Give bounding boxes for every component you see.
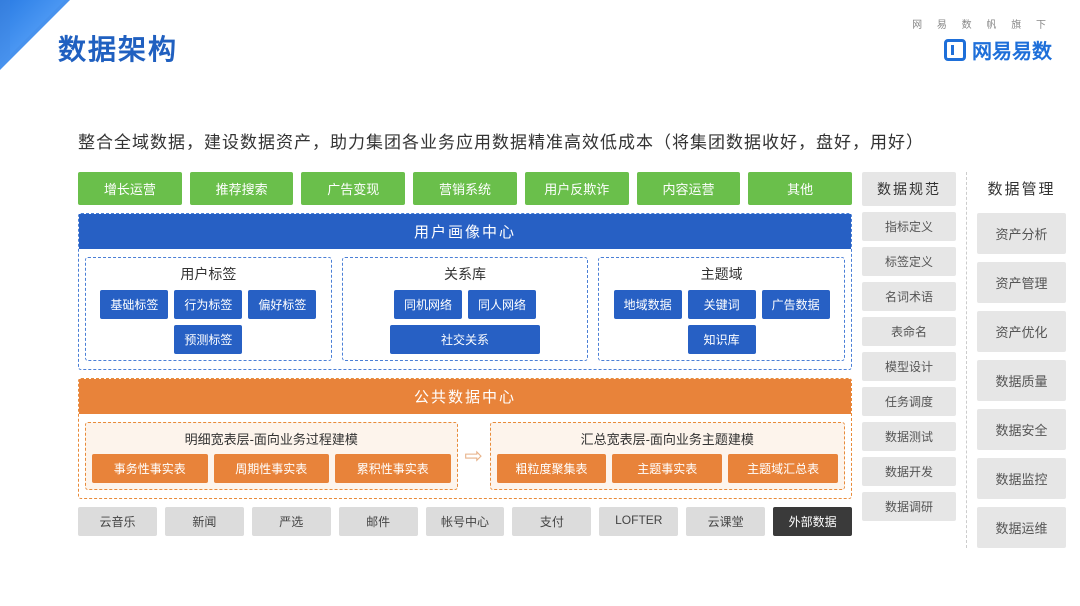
data-spec-items: 指标定义标签定义名词术语表命名模型设计任务调度数据测试数据开发数据调研 — [862, 212, 956, 548]
profile-item: 知识库 — [688, 325, 756, 354]
application-box: 广告变现 — [301, 172, 405, 205]
brand-tagline: 网 易 数 帆 旗 下 — [912, 16, 1052, 31]
data-spec-header: 数据规范 — [862, 172, 956, 206]
profile-group-items: 地域数据关键词广告数据知识库 — [605, 290, 838, 354]
data-spec-item: 任务调度 — [862, 387, 956, 416]
data-source-box: 新闻 — [165, 507, 244, 536]
data-spec-item: 名词术语 — [862, 282, 956, 311]
application-layer-row: 增长运营推荐搜索广告变现营销系统用户反欺诈内容运营其他 — [78, 172, 852, 205]
data-mgmt-item: 数据安全 — [977, 409, 1066, 450]
profile-group-title: 用户标签 — [92, 264, 325, 284]
data-mgmt-item: 数据监控 — [977, 458, 1066, 499]
profile-group: 用户标签基础标签行为标签偏好标签预测标签 — [85, 257, 332, 361]
application-box: 增长运营 — [78, 172, 182, 205]
data-spec-column: 数据规范 指标定义标签定义名词术语表命名模型设计任务调度数据测试数据开发数据调研 — [862, 172, 956, 548]
application-box: 其他 — [748, 172, 852, 205]
data-layer-item: 周期性事实表 — [214, 454, 330, 483]
data-layer-item: 主题域汇总表 — [728, 454, 838, 483]
data-source-box: 支付 — [512, 507, 591, 536]
architecture-diagram: 增长运营推荐搜索广告变现营销系统用户反欺诈内容运营其他 用户画像中心 用户标签基… — [78, 172, 1066, 548]
brand-text: 网易易数 — [972, 35, 1052, 64]
application-box: 推荐搜索 — [190, 172, 294, 205]
profile-item: 预测标签 — [174, 325, 242, 354]
summary-layer-group: 汇总宽表层-面向业务主题建模 粗粒度聚集表主题事实表主题域汇总表 — [490, 422, 845, 490]
detail-layer-title: 明细宽表层-面向业务过程建模 — [92, 429, 451, 448]
data-source-row: 云音乐新闻严选邮件帐号中心支付 LOFTER 云课堂外部数据 — [78, 507, 852, 536]
profile-group: 主题域地域数据关键词广告数据知识库 — [598, 257, 845, 361]
application-box: 营销系统 — [413, 172, 517, 205]
page-subtitle: 整合全域数据，建设数据资产，助力集团各业务应用数据精准高效低成本（将集团数据收好… — [78, 128, 924, 153]
brand-logo-icon — [944, 39, 966, 61]
data-layer-item: 主题事实表 — [612, 454, 722, 483]
profile-item: 关键词 — [688, 290, 756, 319]
profile-group-title: 主题域 — [605, 264, 838, 284]
flow-arrow-icon: ⇨ — [464, 422, 484, 490]
data-mgmt-header: 数据管理 — [977, 172, 1066, 205]
profile-item: 同机网络 — [394, 290, 462, 319]
profile-center-section: 用户画像中心 用户标签基础标签行为标签偏好标签预测标签关系库同机网络同人网络社交… — [78, 213, 852, 370]
detail-layer-group: 明细宽表层-面向业务过程建模 事务性事实表周期性事实表累积性事实表 — [85, 422, 458, 490]
data-source-box: 严选 — [252, 507, 331, 536]
application-box: 用户反欺诈 — [525, 172, 629, 205]
data-source-box: 云音乐 — [78, 507, 157, 536]
data-source-box: 云课堂 — [686, 507, 765, 536]
data-source-box: 外部数据 — [773, 507, 852, 536]
profile-item: 同人网络 — [468, 290, 536, 319]
profile-item: 社交关系 — [390, 325, 540, 354]
summary-layer-items: 粗粒度聚集表主题事实表主题域汇总表 — [497, 454, 838, 483]
data-spec-item: 标签定义 — [862, 247, 956, 276]
profile-group-items: 同机网络同人网络社交关系 — [349, 290, 582, 354]
profile-group: 关系库同机网络同人网络社交关系 — [342, 257, 589, 361]
profile-item: 偏好标签 — [248, 290, 316, 319]
profile-center-header: 用户画像中心 — [79, 214, 851, 249]
corner-accent-2 — [10, 0, 65, 55]
data-mgmt-column: 数据管理 资产分析资产管理资产优化数据质量数据安全数据监控数据运维 — [966, 172, 1066, 548]
brand-area: 网 易 数 帆 旗 下 网易易数 — [912, 16, 1052, 64]
profile-item: 基础标签 — [100, 290, 168, 319]
data-source-box: 邮件 — [339, 507, 418, 536]
public-data-center-section: 公共数据中心 明细宽表层-面向业务过程建模 事务性事实表周期性事实表累积性事实表… — [78, 378, 852, 499]
data-spec-item: 指标定义 — [862, 212, 956, 241]
public-data-center-header: 公共数据中心 — [79, 379, 851, 414]
data-layer-item: 粗粒度聚集表 — [497, 454, 607, 483]
data-mgmt-items: 资产分析资产管理资产优化数据质量数据安全数据监控数据运维 — [977, 213, 1066, 548]
profile-item: 行为标签 — [174, 290, 242, 319]
diagram-main-column: 增长运营推荐搜索广告变现营销系统用户反欺诈内容运营其他 用户画像中心 用户标签基… — [78, 172, 852, 548]
data-mgmt-item: 资产优化 — [977, 311, 1066, 352]
data-layer-item: 累积性事实表 — [335, 454, 451, 483]
data-spec-item: 数据开发 — [862, 457, 956, 486]
data-mgmt-item: 资产分析 — [977, 213, 1066, 254]
page-title: 数据架构 — [58, 28, 178, 68]
data-layer-item: 事务性事实表 — [92, 454, 208, 483]
data-mgmt-item: 数据质量 — [977, 360, 1066, 401]
profile-group-items: 基础标签行为标签偏好标签预测标签 — [92, 290, 325, 354]
summary-layer-title: 汇总宽表层-面向业务主题建模 — [497, 429, 838, 448]
data-spec-item: 表命名 — [862, 317, 956, 346]
data-spec-item: 模型设计 — [862, 352, 956, 381]
public-data-center-groups: 明细宽表层-面向业务过程建模 事务性事实表周期性事实表累积性事实表 ⇨ 汇总宽表… — [85, 422, 845, 490]
profile-center-groups: 用户标签基础标签行为标签偏好标签预测标签关系库同机网络同人网络社交关系主题域地域… — [85, 257, 845, 361]
brand-name: 网易易数 — [912, 35, 1052, 64]
detail-layer-items: 事务性事实表周期性事实表累积性事实表 — [92, 454, 451, 483]
data-mgmt-item: 数据运维 — [977, 507, 1066, 548]
data-mgmt-item: 资产管理 — [977, 262, 1066, 303]
data-spec-item: 数据测试 — [862, 422, 956, 451]
profile-group-title: 关系库 — [349, 264, 582, 284]
application-box: 内容运营 — [637, 172, 741, 205]
data-source-box: 帐号中心 — [426, 507, 505, 536]
data-spec-item: 数据调研 — [862, 492, 956, 521]
data-source-box: LOFTER — [599, 507, 678, 536]
profile-item: 地域数据 — [614, 290, 682, 319]
profile-item: 广告数据 — [762, 290, 830, 319]
